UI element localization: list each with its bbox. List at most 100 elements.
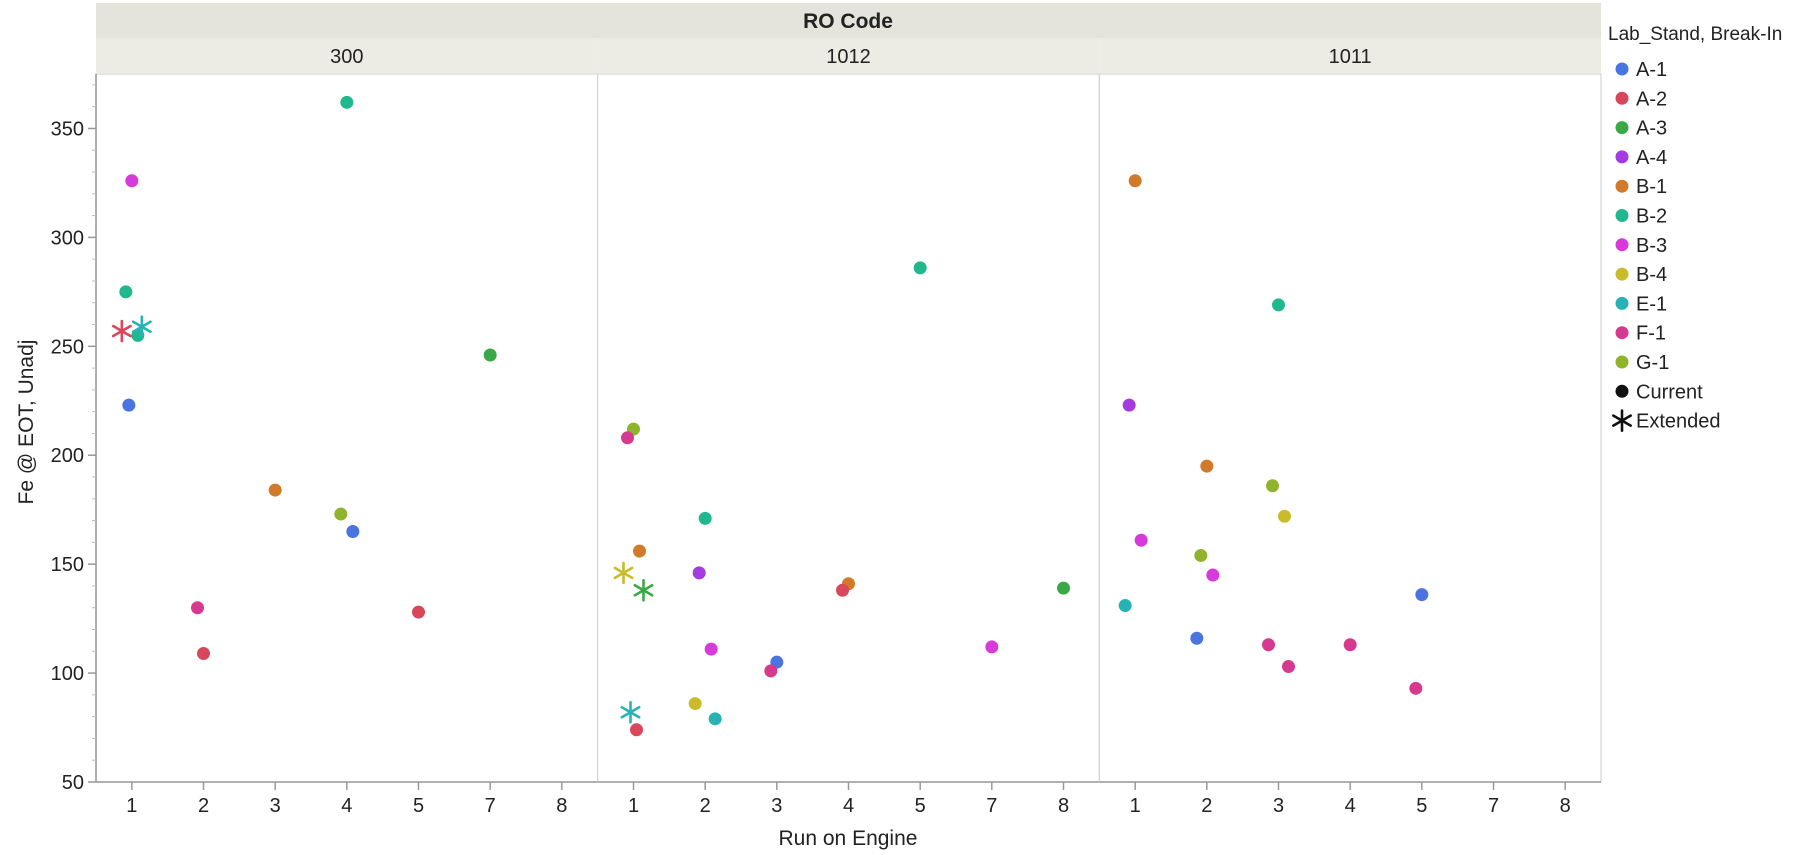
legend-label: A-4 [1636,147,1667,169]
legend-item: Extended [1612,409,1721,433]
data-point [1200,459,1214,473]
chart-panels: 300 1 2 3 4 5 7 8 1012 1 2 3 4 5 7 8 1011 1 2 3 4 5 7 8 [95,38,1602,817]
data-point [1122,398,1136,412]
data-point [698,511,712,525]
data-point [340,95,354,109]
panel-300: 300 1 2 3 4 5 7 8 [95,38,599,817]
x-tick-label: 4 [1345,795,1356,817]
legend-marker [1615,267,1629,281]
panel-header-label: 1011 [1329,46,1372,68]
data-point [692,566,706,580]
panel-header [1099,38,1601,73]
y-tick-label: 200 [51,445,84,467]
legend-marker [1615,355,1629,369]
x-tick-label: 2 [198,795,209,817]
x-tick-label: 5 [413,795,424,817]
legend-marker [1615,296,1629,310]
panel-header-label: 300 [330,46,363,68]
legend-item: E-1 [1615,293,1667,315]
data-point [836,583,849,597]
legend-marker [1615,179,1629,193]
data-point [1409,681,1423,695]
data-point [913,261,927,275]
legend-item: B-2 [1615,206,1667,228]
legend-label: B-3 [1636,235,1667,257]
data-point [708,712,722,726]
legend-label: E-1 [1636,293,1667,315]
legend-label: Current [1636,381,1703,403]
x-tick-label: 2 [700,795,711,817]
y-tick-label: 250 [51,336,84,358]
x-tick-label: 8 [1560,795,1571,817]
panel-1011: 1011 1 2 3 4 5 7 8 [1098,38,1602,817]
legend-marker [1615,238,1629,252]
legend-label: A-3 [1636,118,1667,140]
legend: A-1 A-2 A-3 A-4 B-1 B-2 B-3 B-4 E-1 F-1 G-1 Current… [1612,59,1721,433]
data-point-extended [620,700,641,724]
data-point [1118,599,1132,613]
data-point-extended [633,578,654,602]
data-point [704,642,718,656]
legend-label: Extended [1636,411,1721,433]
y-tick-label: 150 [51,554,84,576]
data-point [1282,660,1295,674]
data-point [1190,631,1204,645]
data-point [1057,581,1070,595]
data-point [122,398,136,412]
legend-item: G-1 [1615,352,1669,374]
legend-marker [1615,384,1629,398]
data-point [688,697,702,711]
y-axis: 50 100 150 200 250 300 350 [51,74,97,794]
data-point [268,483,282,497]
legend-marker [1615,209,1629,222]
data-point-extended [613,561,634,585]
legend-label: B-4 [1636,264,1667,286]
data-point [630,723,643,737]
legend-item: A-3 [1615,118,1667,140]
y-tick-label: 100 [51,663,84,685]
x-tick-label: 7 [1488,795,1499,817]
data-point [191,601,204,615]
data-point [346,524,360,538]
x-tick-label: 5 [915,795,926,817]
x-tick-label: 3 [1273,795,1284,817]
x-tick-label: 3 [270,795,281,817]
data-point [1262,638,1275,652]
data-point [1134,533,1148,547]
x-tick-label: 3 [771,795,782,817]
panel-plot-area [95,73,599,783]
data-point [119,285,133,299]
legend-marker [1615,150,1629,164]
data-point [1415,588,1429,602]
data-point [633,544,646,558]
data-point [1278,509,1291,523]
legend-item: A-1 [1615,59,1667,81]
y-axis-label: Fe @ EOT, Unadj [15,340,38,505]
legend-marker-asterisk [1612,409,1632,432]
data-point [985,640,999,654]
legend-marker [1615,326,1629,340]
x-tick-label: 5 [1416,795,1427,817]
facet-title: RO Code [803,10,893,33]
panel-plot-area [1098,73,1602,783]
legend-label: A-1 [1636,59,1667,81]
panel-header-label: 1012 [826,46,871,68]
x-tick-label: 7 [986,795,997,817]
legend-item: A-2 [1615,88,1667,110]
x-tick-label: 2 [1201,795,1212,817]
legend-item: A-4 [1615,147,1667,169]
y-tick-label: 300 [51,227,84,249]
legend-label: G-1 [1636,352,1669,374]
legend-item: B-3 [1615,235,1667,257]
y-tick-label: 50 [62,772,84,794]
data-point [1343,638,1357,652]
x-tick-label: 1 [126,795,137,817]
data-point [1272,298,1285,312]
x-tick-label: 7 [485,795,496,817]
x-tick-label: 1 [628,795,639,817]
data-point [483,348,497,362]
data-point [197,646,210,660]
x-tick-label: 8 [556,795,567,817]
data-point [621,431,634,445]
